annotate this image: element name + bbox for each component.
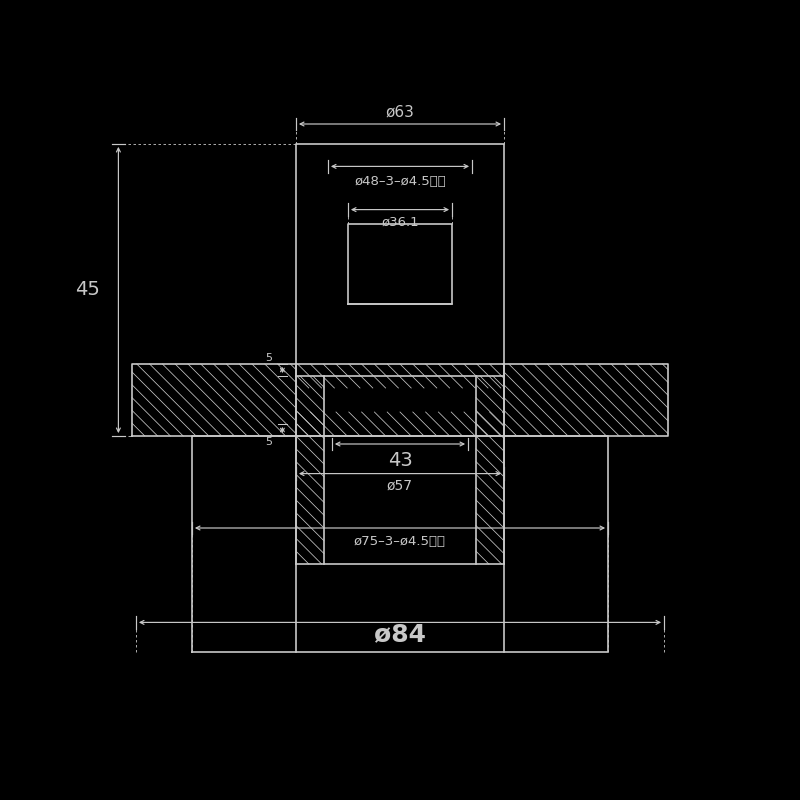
Text: 5: 5 — [265, 354, 272, 363]
Text: ø36.1: ø36.1 — [381, 216, 419, 229]
Text: ø84: ø84 — [374, 622, 426, 646]
Text: ø57: ø57 — [387, 478, 413, 493]
Text: 45: 45 — [75, 280, 101, 299]
Text: ø48–3–ø4.5均布: ø48–3–ø4.5均布 — [354, 175, 446, 188]
Text: ø75–3–ø4.5均布: ø75–3–ø4.5均布 — [354, 535, 446, 548]
Text: 43: 43 — [388, 450, 412, 470]
Text: ø63: ø63 — [386, 105, 414, 119]
Text: 5: 5 — [265, 437, 272, 446]
